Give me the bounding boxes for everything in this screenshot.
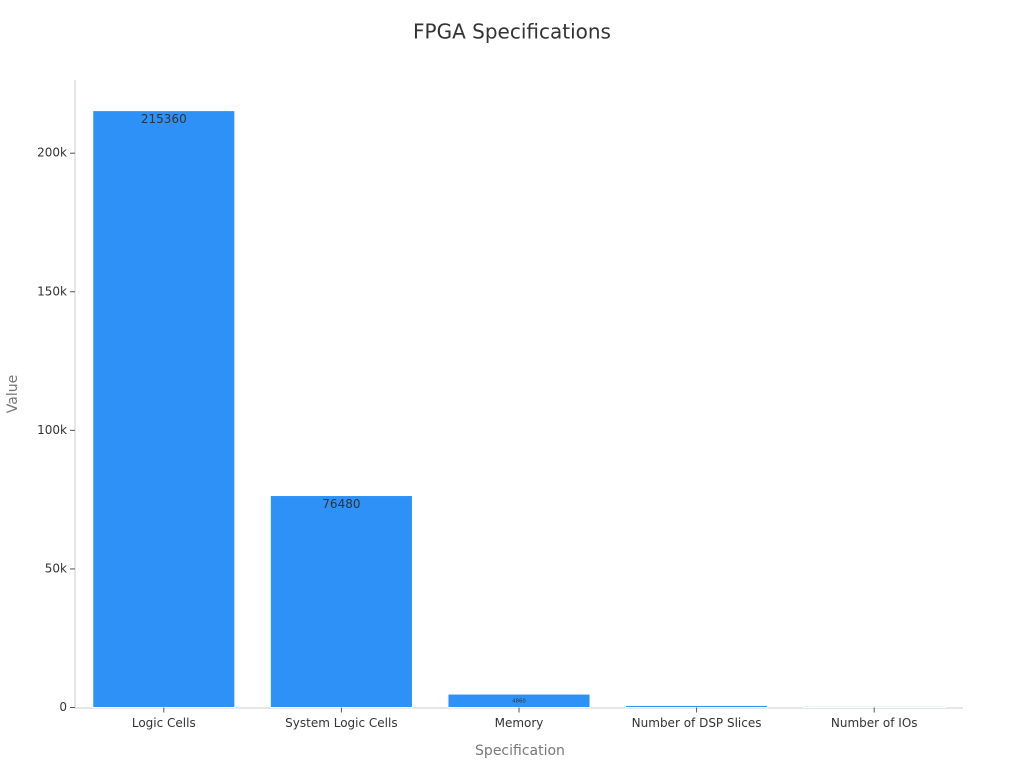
bar [802,705,946,709]
y-tick-label: 0 [59,700,67,714]
x-tick-label: System Logic Cells [285,716,397,730]
y-axis-label: Value [5,375,21,413]
chart-title: FPGA Specifications [413,20,611,44]
bar [625,704,769,708]
bar [269,495,413,709]
data-label: 76480 [322,497,360,511]
y-tick-label: 200k [37,146,67,160]
bar [92,110,236,708]
x-tick-label: Logic Cells [132,716,196,730]
y-tick-label: 100k [37,423,67,437]
x-axis-label: Specification [475,743,565,759]
y-tick-label: 150k [37,284,67,298]
x-tick-label: Number of DSP Slices [632,716,762,730]
data-label: 215360 [141,112,187,126]
x-tick-label: Memory [495,716,544,730]
data-label: 4860 [512,698,526,704]
x-tick-label: Number of IOs [831,716,918,730]
y-tick-label: 50k [45,561,67,575]
